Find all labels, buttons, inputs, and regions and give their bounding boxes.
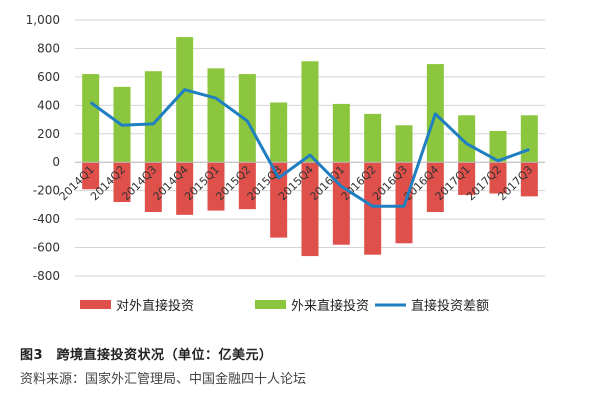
y-tick-label: -200 [33,184,60,198]
legend-label: 外来直接投资 [291,298,369,314]
bar [458,115,476,163]
bar [144,71,162,163]
bar [82,162,100,190]
y-tick-label: -600 [33,241,60,255]
bar [207,68,225,163]
y-tick-label: 800 [37,41,60,55]
legend-swatch [80,300,111,309]
bar [458,162,476,195]
bar [364,113,382,163]
bar [113,162,131,203]
bar [520,162,538,197]
y-tick-label: -800 [33,269,60,283]
bar [364,162,382,255]
bar [426,162,444,212]
bar [144,162,162,212]
source-note: 资料来源：国家外汇管理局、中国金融四十人论坛 [20,372,307,387]
legend-swatch [255,300,286,309]
bar [238,162,256,210]
bar [238,74,256,163]
bar [301,61,319,163]
bar [489,162,507,194]
bar [207,162,225,211]
y-tick-label: 0 [52,155,60,169]
y-tick-label: 600 [37,70,60,84]
bar [176,37,194,163]
chart-svg: 1,0008006004002000-200-400-600-8002014Q1… [26,13,545,314]
bar [82,74,100,163]
series-line [89,88,530,208]
y-tick-label: 200 [37,127,60,141]
bar [489,130,507,163]
figure-caption: 图3 跨境直接投资状况（单位：亿美元） [20,348,273,363]
bar [301,162,319,257]
bar [332,103,350,163]
y-tick-label: 400 [37,98,60,112]
chart-area: 1,000 800 600 400 200 0 -200 -400 -600 -800 2014Q1… [26,13,545,314]
bar [520,115,538,163]
bar [395,125,413,163]
bar [176,162,194,215]
legend-label: 对外直接投资 [116,298,194,314]
bar [270,102,288,163]
legend-label: 直接投资差额 [411,298,489,314]
y-tick-label: -400 [33,212,60,226]
y-tick-label: 1,000 [26,13,60,27]
bar [270,162,288,238]
